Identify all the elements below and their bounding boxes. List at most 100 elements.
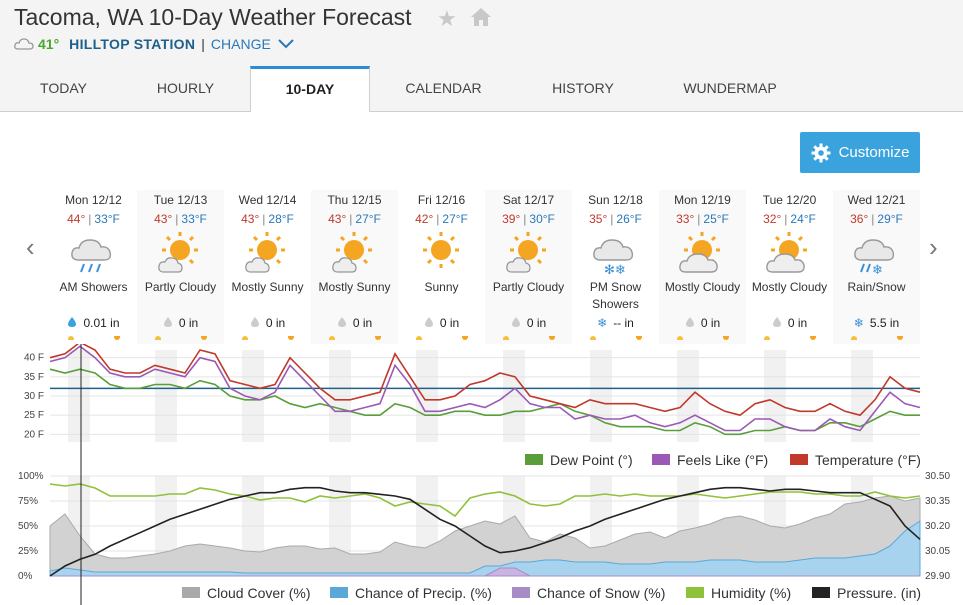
next-arrow-icon[interactable]: › bbox=[929, 232, 938, 262]
gear-icon bbox=[811, 143, 831, 162]
day-column[interactable]: Fri 12/16 42° | 27°F Sunny 0 in bbox=[398, 190, 485, 344]
chevron-down-icon[interactable] bbox=[277, 38, 295, 50]
precip-amount: 0 in bbox=[311, 316, 398, 330]
day-column[interactable]: Tue 12/20 32° | 24°F Mostly Cloudy 0 in bbox=[746, 190, 833, 344]
change-station-link[interactable]: CHANGE bbox=[210, 36, 271, 52]
station-name[interactable]: HILLTOP STATION bbox=[69, 36, 196, 52]
precip-amount: 0 in bbox=[746, 316, 833, 330]
low-temp: 25°F bbox=[703, 212, 729, 226]
precip-amount: ❄ -- in bbox=[572, 316, 659, 330]
y-tick-label: 30 F bbox=[24, 391, 44, 402]
sun-moon-markers bbox=[590, 336, 642, 340]
day-column[interactable]: Wed 12/14 43° | 28°F Mostly Sunny 0 in bbox=[224, 190, 311, 344]
day-column[interactable]: Wed 12/21 36° | 29°F ❄ Rain/Snow ❄ 5.5 in bbox=[833, 190, 920, 344]
sunny-icon bbox=[423, 232, 459, 268]
tab-today[interactable]: TODAY bbox=[40, 80, 87, 96]
day-temps: 33° | 25°F bbox=[676, 212, 729, 226]
y-tick-label: 100% bbox=[18, 471, 44, 482]
low-temp: 27°F bbox=[442, 212, 468, 226]
day-column[interactable]: Mon 12/19 33° | 25°F Mostly Cloudy 0 in bbox=[659, 190, 746, 344]
high-temp: 36° bbox=[850, 212, 869, 226]
condition-text: Mostly Cloudy bbox=[664, 280, 741, 294]
low-temp: 33°F bbox=[94, 212, 120, 226]
raindrop-icon bbox=[337, 317, 346, 327]
sun-moon-markers bbox=[155, 336, 207, 340]
tab-wundermap[interactable]: WUNDERMAP bbox=[683, 80, 777, 96]
snow-showers-icon: ✻❄ bbox=[593, 239, 634, 274]
prev-arrow-icon[interactable]: ‹ bbox=[26, 232, 35, 262]
condition-text: Mostly Sunny bbox=[231, 280, 304, 294]
y2-tick-label: 30.05 bbox=[925, 546, 950, 557]
sun-moon-markers bbox=[329, 336, 381, 340]
forecast-days: Mon 12/12 44° | 33°F AM Showers 0.01 in Tue 12… bbox=[50, 190, 920, 344]
y-tick-label: 20 F bbox=[24, 429, 44, 440]
mostly-cloudy-icon bbox=[766, 232, 807, 273]
raindrop-icon bbox=[772, 317, 781, 327]
day-name: Thu 12/15 bbox=[327, 193, 382, 207]
rain-snow-icon: ❄ bbox=[854, 239, 895, 274]
snowflake-icon: ❄ bbox=[853, 316, 864, 330]
tab-hourly[interactable]: HOURLY bbox=[156, 80, 215, 96]
raindrop-icon bbox=[250, 317, 259, 327]
y2-tick-label: 29.90 bbox=[925, 571, 950, 582]
precip-amount: 0 in bbox=[659, 316, 746, 330]
separator: | bbox=[201, 36, 205, 52]
precip-value: 0 in bbox=[265, 316, 286, 330]
legend-label: Chance of Snow (%) bbox=[537, 585, 665, 601]
day-name: Mon 12/12 bbox=[65, 193, 122, 207]
legend-swatch bbox=[525, 454, 543, 465]
precipitation-chart[interactable]: 100% 75% 50% 25% 0% 30.50 30.35 30.20 30.05 29.90… bbox=[0, 468, 963, 605]
high-temp: 32° bbox=[763, 212, 782, 226]
condition-text: Mostly Cloudy bbox=[751, 280, 828, 294]
precip-amount: 0 in bbox=[398, 316, 485, 330]
sun-moon-markers bbox=[677, 336, 729, 340]
sun-moon-markers bbox=[764, 336, 816, 340]
day-column[interactable]: Tue 12/13 43° | 33°F Partly Cloudy 0 in bbox=[137, 190, 224, 344]
day-temps: 43° | 27°F bbox=[328, 212, 381, 226]
precip-value: 5.5 in bbox=[869, 316, 900, 330]
home-icon[interactable] bbox=[469, 6, 493, 28]
legend-label: Temperature (°F) bbox=[815, 452, 921, 468]
sun-moon-markers bbox=[851, 336, 903, 340]
day-column[interactable]: Sat 12/17 39° | 30°F Partly Cloudy 0 in bbox=[485, 190, 572, 344]
star-icon[interactable]: ★ bbox=[437, 6, 457, 31]
legend-swatch bbox=[182, 587, 200, 598]
svg-text:✻❄: ✻❄ bbox=[604, 263, 626, 274]
y-tick-label: 50% bbox=[18, 521, 38, 532]
sun-moon-markers bbox=[68, 336, 120, 340]
svg-text:❄: ❄ bbox=[872, 263, 883, 274]
day-column[interactable]: Thu 12/15 43° | 27°F Mostly Sunny 0 in bbox=[311, 190, 398, 344]
day-temps: 39° | 30°F bbox=[502, 212, 555, 226]
day-name: Wed 12/21 bbox=[847, 193, 906, 207]
day-name: Fri 12/16 bbox=[417, 193, 466, 207]
precip-value: 0 in bbox=[700, 316, 721, 330]
customize-label: Customize bbox=[838, 144, 910, 161]
condition-text: Partly Cloudy bbox=[144, 280, 217, 294]
temperature-chart[interactable]: 40 F 35 F 30 F 25 F 20 F Dew Point (°) Feels L… bbox=[0, 344, 963, 472]
precip-amount: 0.01 in bbox=[50, 316, 137, 330]
high-temp: 35° bbox=[589, 212, 608, 226]
day-column[interactable]: Mon 12/12 44° | 33°F AM Showers 0.01 in bbox=[50, 190, 137, 344]
tab-10-day[interactable]: 10-DAY bbox=[250, 66, 370, 112]
high-temp: 44° bbox=[67, 212, 86, 226]
legend-swatch bbox=[330, 587, 348, 598]
snowflake-icon: ❄ bbox=[597, 316, 608, 330]
tab-calendar[interactable]: CALENDAR bbox=[405, 80, 482, 96]
high-temp: 43° bbox=[328, 212, 347, 226]
day-temps: 43° | 33°F bbox=[154, 212, 207, 226]
customize-button[interactable]: Customize bbox=[800, 132, 920, 173]
tab-history[interactable]: HISTORY bbox=[552, 80, 614, 96]
day-column[interactable]: Sun 12/18 35° | 26°F ✻❄ PM Snow Showers ❄ -- in bbox=[572, 190, 659, 344]
day-name: Sat 12/17 bbox=[502, 193, 555, 207]
legend-swatch bbox=[512, 587, 530, 598]
cloud-icon bbox=[14, 38, 34, 50]
day-temps: 42° | 27°F bbox=[415, 212, 468, 226]
mostly-cloudy-icon bbox=[679, 232, 720, 273]
mostly-sunny-icon bbox=[332, 232, 372, 273]
low-temp: 29°F bbox=[877, 212, 903, 226]
raindrop-icon bbox=[685, 317, 694, 327]
page-title: Tacoma, WA 10-Day Weather Forecast bbox=[14, 4, 412, 30]
series-line bbox=[49, 368, 920, 436]
condition-text: Partly Cloudy bbox=[492, 280, 565, 294]
precip-value: 0 in bbox=[787, 316, 808, 330]
